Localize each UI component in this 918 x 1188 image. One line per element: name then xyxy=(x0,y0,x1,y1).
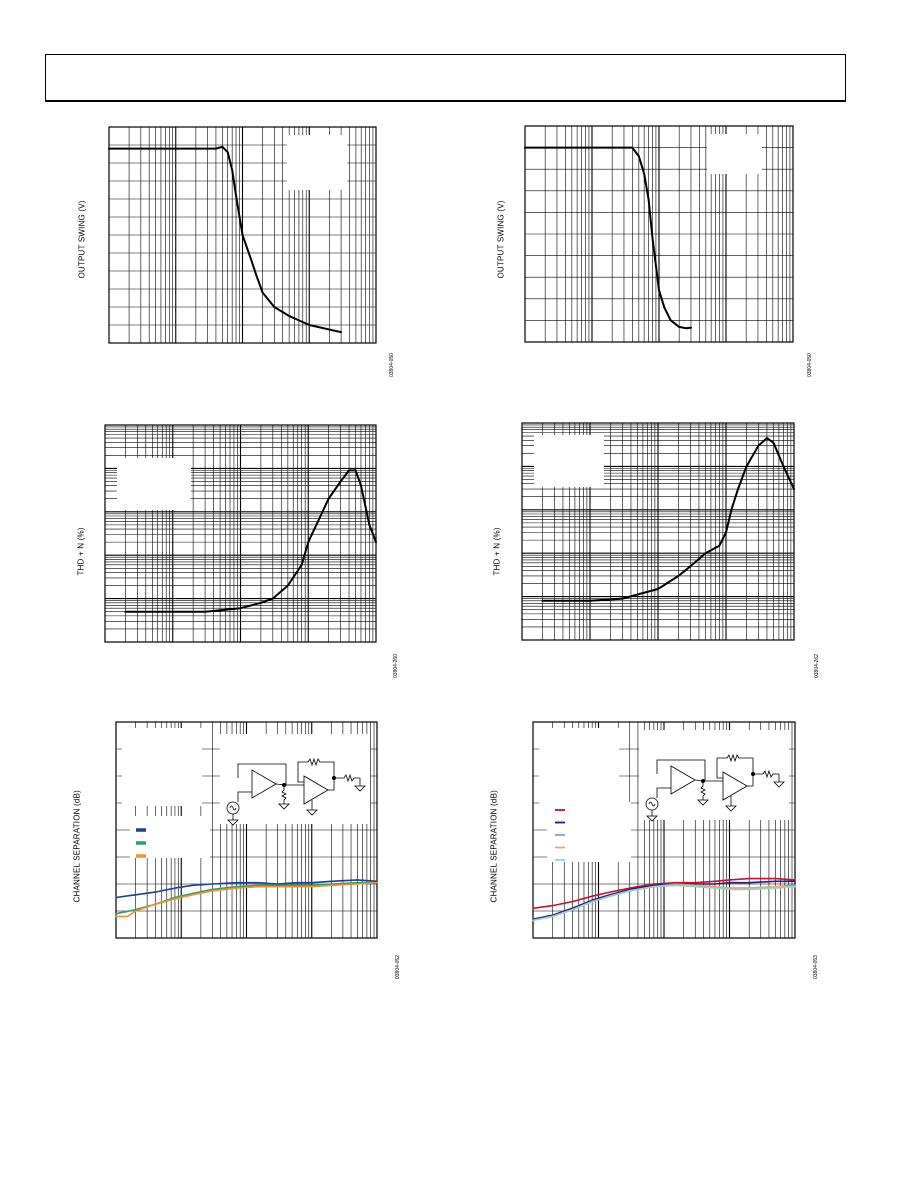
junction-dot xyxy=(332,776,337,781)
legend xyxy=(555,809,565,861)
y-gridlines xyxy=(105,426,376,630)
output-resistor xyxy=(747,769,779,787)
ground-icon xyxy=(725,796,737,812)
annotation-box xyxy=(117,458,191,510)
x-gridlines xyxy=(542,423,792,640)
load-resistor-icon xyxy=(697,781,709,806)
annotation-box xyxy=(122,728,202,806)
test-circuit-schematic xyxy=(220,734,370,826)
y-axis-label: THD + N (%) xyxy=(492,527,502,576)
opamp-1 xyxy=(670,765,696,795)
figure-number: 03804-050 xyxy=(389,353,395,377)
annotation-box xyxy=(707,134,762,174)
series-line-1 xyxy=(532,877,796,910)
ground-icon xyxy=(354,778,366,792)
chart-thd-1 xyxy=(104,424,377,643)
y-gridlines xyxy=(522,424,794,628)
ground-icon xyxy=(773,774,785,788)
feedback-wire xyxy=(656,759,706,781)
feedback-resistor xyxy=(716,753,754,779)
input-wire xyxy=(237,791,252,802)
load-resistor-icon xyxy=(278,785,290,810)
feedback-resistor xyxy=(297,757,335,783)
series-line-1 xyxy=(108,145,343,334)
series-line-1 xyxy=(541,437,795,602)
chart-channel-separation-1 xyxy=(115,721,378,939)
figure-number: 03804-262 xyxy=(814,654,820,678)
ground-icon xyxy=(306,800,318,816)
output-resistor xyxy=(328,773,360,791)
chart-channel-separation-2 xyxy=(532,721,796,939)
series-line-3 xyxy=(115,881,378,918)
junction-dot xyxy=(751,772,756,777)
test-circuit-schematic xyxy=(639,730,789,822)
y-axis-label: CHANNEL SEPARATION (dB) xyxy=(489,790,499,903)
annotation-box xyxy=(539,728,619,806)
y-axis-label: OUTPUT SWING (V) xyxy=(77,200,87,279)
figure-number: 03804-052 xyxy=(395,955,401,979)
annotation-box xyxy=(130,816,210,858)
feedback-wire xyxy=(237,763,287,785)
series-line-1 xyxy=(115,879,378,899)
sine-icon xyxy=(648,801,656,807)
y-axis-label: OUTPUT SWING (V) xyxy=(496,200,506,279)
figure-number: 03804-053 xyxy=(813,955,819,979)
series-line-5 xyxy=(532,884,796,922)
annotation-box xyxy=(534,435,604,487)
opamp-2 xyxy=(303,775,329,805)
y-axis-label: THD + N (%) xyxy=(76,527,86,576)
opamp-1 xyxy=(251,769,277,799)
ground-icon xyxy=(646,810,658,822)
annotation-box xyxy=(287,135,347,190)
annotation-box xyxy=(547,802,631,862)
sine-icon xyxy=(229,805,237,811)
ground-icon xyxy=(227,814,239,826)
chart-output-swing-2 xyxy=(524,125,794,343)
input-wire xyxy=(656,787,671,798)
schematic-background xyxy=(220,734,370,824)
chart-thd-2 xyxy=(521,422,795,641)
page-header xyxy=(45,54,846,102)
schematic-background xyxy=(639,730,789,820)
figure-number: 03804-260 xyxy=(393,654,399,678)
series-line-1 xyxy=(524,146,692,330)
chart-output-swing-1 xyxy=(108,126,377,344)
series-line-1 xyxy=(124,469,377,613)
legend xyxy=(136,828,146,858)
figure-number: 03804-050 xyxy=(807,353,813,377)
y-axis-label: CHANNEL SEPARATION (dB) xyxy=(72,790,82,903)
opamp-2 xyxy=(722,771,748,801)
